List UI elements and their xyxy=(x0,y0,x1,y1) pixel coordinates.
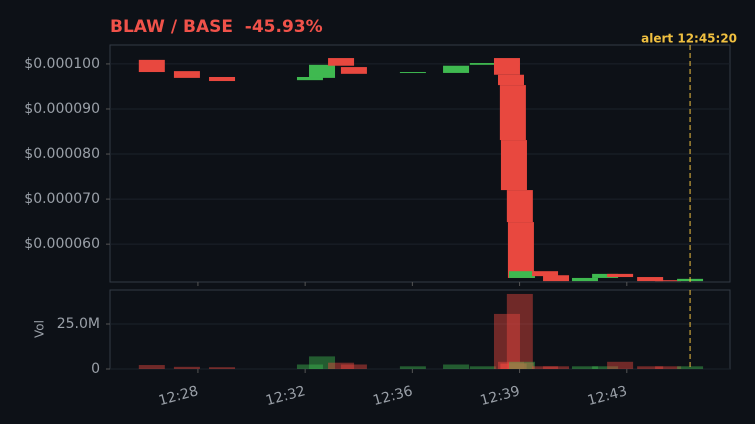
volume-bar xyxy=(328,362,355,369)
volume-bar xyxy=(637,366,664,369)
candle-body xyxy=(508,271,535,278)
y-tick-label: 0 xyxy=(91,361,100,377)
candle-body xyxy=(571,277,598,282)
volume-bar xyxy=(532,366,559,369)
candle-body xyxy=(607,273,634,278)
candle-body xyxy=(493,58,520,75)
y-tick-label: $0.000070 xyxy=(24,191,100,207)
volume-bar xyxy=(543,366,570,369)
candle-body xyxy=(655,280,682,282)
volume-bar xyxy=(209,367,236,369)
volume-bar xyxy=(340,364,367,369)
volume-bar xyxy=(493,313,520,369)
candle-body xyxy=(500,140,527,191)
candle-body xyxy=(340,67,367,74)
y-tick-label: $0.000060 xyxy=(24,236,100,252)
y-tick-label: $0.000080 xyxy=(24,146,100,162)
candle-body xyxy=(592,273,619,278)
candle-body xyxy=(507,222,534,278)
y-tick-label: 25.0M xyxy=(57,316,100,332)
candle-body xyxy=(637,277,664,282)
volume-bar xyxy=(399,366,426,369)
candle-body xyxy=(209,76,236,82)
alert-label: alert 12:45:20 xyxy=(641,32,737,46)
candle-body xyxy=(506,190,533,223)
volume-bar xyxy=(138,365,165,369)
candle-body xyxy=(328,58,355,66)
candle-body xyxy=(543,275,570,282)
volume-bar xyxy=(592,366,619,369)
volume-bar xyxy=(508,361,535,369)
candle-body xyxy=(173,71,200,78)
volume-bar xyxy=(296,364,323,369)
volume-bar xyxy=(173,366,200,369)
candle-body xyxy=(309,64,336,78)
volume-bar xyxy=(498,361,525,369)
candle-body xyxy=(469,63,496,65)
price-panel xyxy=(109,44,731,283)
volume-bar xyxy=(655,366,682,369)
volume-bar xyxy=(500,363,527,369)
candle-body xyxy=(498,74,525,86)
volume-bar xyxy=(506,293,533,369)
candle-body xyxy=(443,65,470,73)
chart-title: BLAW / BASE -45.93% xyxy=(110,17,323,37)
volume-bar xyxy=(499,363,526,369)
volume-bar xyxy=(469,366,496,369)
candle-body xyxy=(532,271,559,277)
volume-bar xyxy=(309,356,336,369)
candle-body xyxy=(399,72,426,74)
volume-bar xyxy=(677,366,704,369)
candle-body xyxy=(499,85,526,141)
volume-axis-label: Vol xyxy=(33,320,47,338)
candle-body xyxy=(296,76,323,81)
volume-bar xyxy=(571,366,598,369)
y-tick-label: $0.000090 xyxy=(24,101,100,117)
volume-bar xyxy=(507,362,534,369)
volume-bar xyxy=(443,364,470,369)
volume-bar xyxy=(607,361,634,369)
candle-body xyxy=(138,59,165,73)
y-tick-label: $0.000100 xyxy=(24,56,100,72)
